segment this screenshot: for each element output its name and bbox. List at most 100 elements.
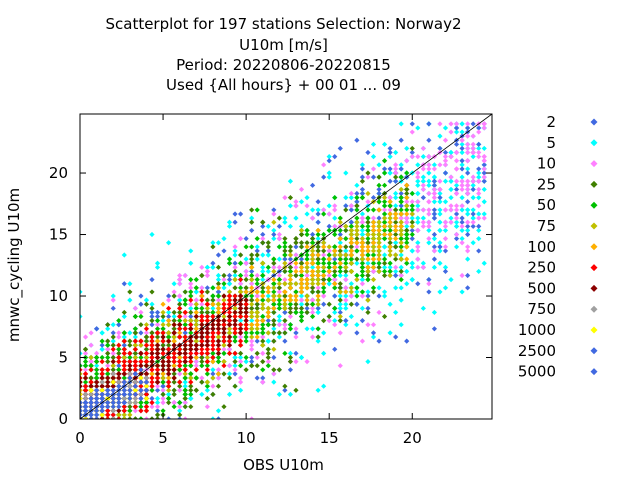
- scatter-point: [404, 281, 410, 287]
- scatter-point: [415, 154, 421, 160]
- scatter-point: [215, 408, 222, 414]
- scatter-point: [177, 371, 183, 377]
- scatter-point: [326, 223, 332, 229]
- scatter-point: [326, 227, 332, 234]
- scatter-point: [354, 260, 360, 266]
- scatter-point: [298, 260, 305, 266]
- scatter-point: [337, 272, 343, 279]
- scatter-point: [88, 342, 94, 348]
- scatter-point: [221, 293, 227, 299]
- scatter-point: [177, 326, 183, 332]
- scatter-point: [398, 231, 404, 238]
- scatter-point: [459, 149, 465, 156]
- scatter-point: [337, 260, 343, 266]
- scatter-point: [415, 240, 421, 246]
- scatter-point: [188, 326, 194, 332]
- scatter-point: [343, 248, 349, 254]
- scatter-point: [143, 301, 150, 307]
- scatter-point: [370, 154, 377, 160]
- scatter-point: [226, 277, 233, 283]
- scatter-point: [154, 371, 161, 377]
- chart-subtitle-period: Period: 20220806-20220815: [176, 56, 391, 74]
- scatter-point: [154, 322, 161, 328]
- scatter-point: [287, 285, 294, 291]
- scatter-point: [415, 182, 421, 188]
- scatter-point: [271, 231, 277, 238]
- scatter-point: [204, 301, 210, 307]
- scatter-point: [204, 330, 210, 336]
- scatter-point: [476, 174, 482, 180]
- scatter-point: [437, 162, 443, 168]
- scatter-point: [143, 338, 150, 344]
- scatter-point: [370, 207, 377, 213]
- scatter-point: [398, 211, 404, 217]
- scatter-point: [354, 244, 360, 250]
- scatter-point: [298, 293, 305, 299]
- scatter-point: [221, 285, 227, 291]
- scatter-point: [321, 318, 327, 324]
- scatter-point: [282, 236, 288, 242]
- scatter-point: [398, 264, 404, 270]
- scatter-point: [359, 186, 366, 193]
- scatter-point: [143, 350, 150, 357]
- scatter-point: [249, 227, 255, 234]
- scatter-point: [94, 350, 100, 357]
- scatter-point: [149, 338, 155, 344]
- scatter-point: [254, 281, 260, 287]
- scatter-point: [265, 309, 271, 316]
- scatter-point: [398, 190, 404, 197]
- scatter-point: [370, 260, 377, 266]
- scatter-point: [80, 350, 83, 357]
- scatter-point: [177, 363, 183, 369]
- scatter-point: [171, 322, 177, 328]
- scatter-point: [105, 363, 111, 369]
- scatter-point: [132, 367, 138, 373]
- scatter-point: [381, 252, 388, 258]
- scatter-point: [453, 219, 460, 225]
- scatter-point: [154, 404, 161, 410]
- scatter-point: [287, 367, 294, 373]
- scatter-point: [321, 244, 327, 250]
- scatter-point: [237, 289, 244, 295]
- scatter-point: [138, 391, 144, 398]
- scatter-point: [221, 301, 227, 307]
- scatter-point: [415, 227, 421, 234]
- scatter-point: [199, 297, 205, 303]
- scatter-point: [309, 268, 316, 275]
- scatter-point: [453, 141, 460, 147]
- scatter-point: [265, 318, 271, 324]
- scatter-point: [315, 199, 321, 205]
- scatter-point: [154, 387, 161, 393]
- scatter-point: [309, 231, 316, 238]
- scatter-point: [404, 203, 410, 209]
- scatter-point: [182, 354, 188, 361]
- scatter-point: [260, 334, 266, 340]
- scatter-point: [343, 207, 349, 213]
- scatter-point: [287, 268, 294, 275]
- scatter-point: [177, 293, 183, 299]
- scatter-point: [393, 227, 399, 234]
- scatter-point: [193, 334, 199, 340]
- scatter-point: [143, 391, 150, 398]
- scatter-point: [99, 342, 105, 348]
- scatter-point: [177, 367, 183, 373]
- scatter-point: [304, 240, 310, 246]
- scatter-point: [470, 182, 476, 188]
- scatter-point: [398, 223, 404, 229]
- scatter-point: [409, 236, 415, 242]
- scatter-point: [337, 227, 343, 234]
- scatter-point: [188, 346, 194, 352]
- scatter-point: [404, 227, 410, 234]
- scatter-point: [337, 289, 343, 295]
- scatter-point: [376, 236, 382, 242]
- scatter-point: [82, 334, 89, 340]
- scatter-point: [105, 371, 111, 377]
- scatter-point: [199, 293, 205, 299]
- scatter-point: [99, 346, 105, 352]
- scatter-point: [332, 346, 338, 352]
- scatter-point: [337, 219, 343, 225]
- scatter-point: [160, 301, 166, 307]
- scatter-point: [309, 334, 316, 340]
- scatter-point: [354, 256, 360, 262]
- scatter-point: [254, 252, 260, 258]
